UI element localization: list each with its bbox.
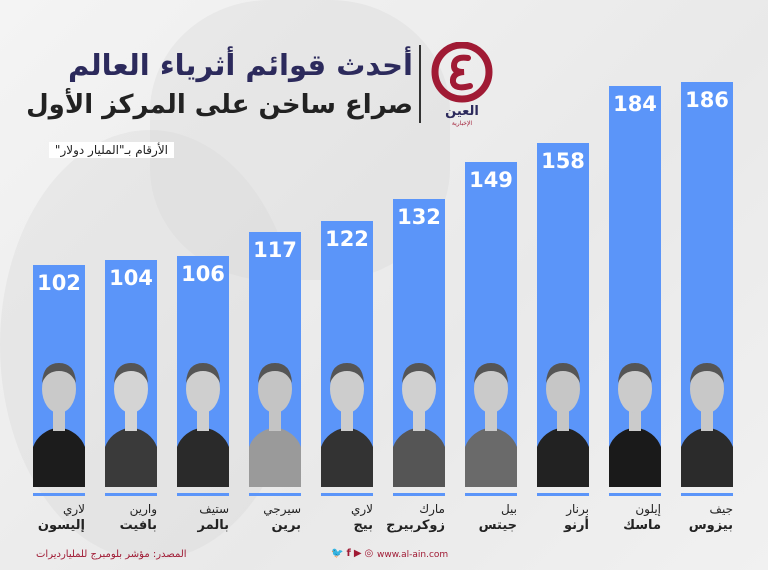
bar-value-label: 184 — [613, 91, 657, 116]
youtube-icon[interactable]: ▶ — [353, 548, 362, 559]
category-first-name: برنار — [566, 502, 589, 516]
bar-baseline — [321, 493, 373, 496]
divider — [419, 45, 421, 123]
bar-baseline — [105, 493, 157, 496]
portrait-image — [393, 362, 445, 487]
source-text: المصدر: مؤشر بلومبرج للمليارديرات — [36, 549, 187, 560]
category-last-name: ماسك — [623, 518, 661, 533]
portrait-image — [465, 362, 517, 487]
bar: 106 — [177, 255, 229, 487]
category-last-name: بيزوس — [688, 518, 733, 533]
bar-baseline — [393, 493, 445, 496]
category-last-name: برين — [271, 518, 301, 533]
website-link[interactable]: www.al-ain.com — [377, 550, 449, 560]
bar: 158 — [537, 142, 589, 487]
bar-value-label: 122 — [325, 227, 369, 252]
bar-baseline — [537, 493, 589, 496]
unit-note: الأرقام بـ"المليار دولار" — [48, 142, 174, 158]
category-last-name: جيتس — [478, 518, 517, 533]
category-last-name: زوكربيرج — [386, 518, 445, 533]
category-last-name: بيج — [353, 518, 373, 533]
portrait-image — [249, 362, 301, 487]
page-subtitle: صراع ساخن على المركز الأول — [26, 90, 413, 120]
bar-baseline — [465, 493, 517, 496]
bar-value-label: 106 — [181, 261, 225, 286]
bar-value-label: 132 — [397, 205, 441, 230]
bar-baseline — [33, 493, 85, 496]
category-first-name: مارك — [419, 502, 445, 516]
al-ain-logo-icon — [431, 42, 493, 103]
category-first-name: جيف — [709, 502, 733, 516]
bar: 102 — [33, 264, 85, 487]
category-first-name: وارين — [129, 502, 157, 516]
portrait-image — [681, 362, 733, 487]
portrait-image — [177, 362, 229, 487]
category-last-name: بافيت — [119, 518, 157, 533]
category-last-name: بالمر — [197, 518, 229, 533]
social-icons: 🐦 f ▶ ◎ — [331, 548, 373, 559]
category-last-name: أرنو — [564, 518, 589, 533]
bar-value-label: 117 — [253, 237, 297, 262]
category-first-name: ستيف — [199, 502, 229, 516]
instagram-icon[interactable]: ◎ — [364, 548, 374, 559]
twitter-icon[interactable]: 🐦 — [331, 548, 344, 559]
bar: 184 — [609, 85, 661, 487]
bar: 104 — [105, 260, 157, 487]
portrait-image — [321, 362, 373, 487]
portrait-image — [609, 362, 661, 487]
bar: 132 — [393, 199, 445, 487]
category-first-name: إيلون — [635, 502, 661, 516]
bar: 117 — [249, 231, 301, 487]
bar: 186 — [681, 81, 733, 487]
category-first-name: لاري — [62, 502, 85, 516]
bar-baseline — [681, 493, 733, 496]
category-first-name: سيرجي — [263, 502, 301, 516]
bar-baseline — [177, 493, 229, 496]
bar-value-label: 102 — [37, 270, 81, 295]
bar-value-label: 158 — [541, 148, 585, 173]
portrait-image — [537, 362, 589, 487]
bar: 149 — [465, 162, 517, 487]
category-first-name: لاري — [350, 502, 373, 516]
bar: 122 — [321, 221, 373, 487]
bar-value-label: 186 — [685, 87, 729, 112]
facebook-icon[interactable]: f — [346, 548, 351, 559]
category-first-name: بيل — [500, 502, 517, 516]
logo-tagline: الإخبارية — [451, 120, 473, 127]
page-title: أحدث قوائم أثرياء العالم — [68, 48, 413, 82]
bar-baseline — [249, 493, 301, 496]
portrait-image — [33, 362, 85, 487]
category-last-name: إليسون — [37, 518, 85, 533]
bar-baseline — [609, 493, 661, 496]
bar-value-label: 104 — [109, 266, 153, 291]
logo-name: العين — [445, 104, 479, 119]
bar-value-label: 149 — [469, 168, 513, 193]
portrait-image — [105, 362, 157, 487]
